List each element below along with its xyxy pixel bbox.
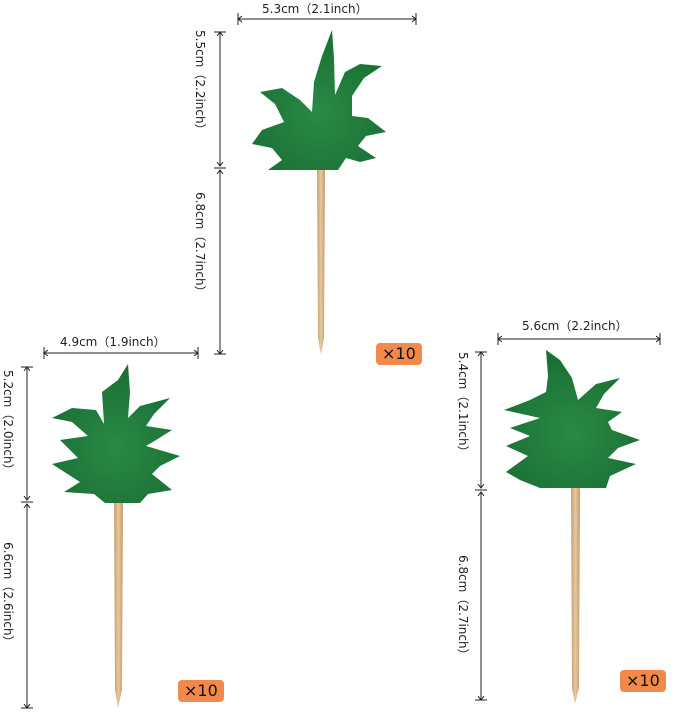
quantity-badge-top: ×10 xyxy=(376,343,422,365)
topper-top xyxy=(252,30,386,355)
pineapple-leaf-top xyxy=(252,30,386,170)
leaf-height-label-left: 5.2cm（2.0inch） xyxy=(1,370,15,476)
topper-left xyxy=(52,364,180,708)
pineapple-leaf-right xyxy=(504,350,640,488)
width-label-left: 4.9cm（1.9inch） xyxy=(60,335,166,349)
width-label-top: 5.3cm（2.1inch） xyxy=(262,2,368,16)
leaf-height-label-top: 5.5cm（2.2inch） xyxy=(193,30,207,136)
width-label-right: 5.6cm（2.2inch） xyxy=(522,319,628,333)
toothpick-stick xyxy=(571,488,580,704)
toothpick-stick xyxy=(114,500,123,708)
toothpick-stick xyxy=(317,168,325,355)
pineapple-leaf-left xyxy=(52,364,180,503)
leaf-height-label-right: 5.4cm（2.1inch） xyxy=(456,352,470,458)
topper-right xyxy=(504,350,640,704)
stick-height-label-left: 6.6cm（2.6inch） xyxy=(1,542,15,648)
quantity-badge-right: ×10 xyxy=(620,670,666,692)
stick-height-label-right: 6.8cm（2.7inch） xyxy=(456,555,470,661)
stick-height-label-top: 6.8cm（2.7inch） xyxy=(193,192,207,298)
quantity-badge-left: ×10 xyxy=(178,680,224,702)
